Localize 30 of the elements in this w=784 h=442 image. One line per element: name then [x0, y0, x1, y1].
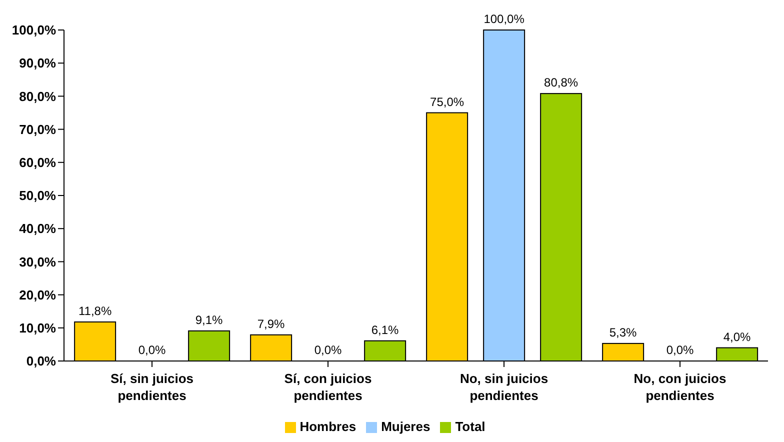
data-label: 80,8% [544, 76, 578, 90]
y-tick-label: 10,0% [19, 320, 56, 336]
data-label: 0,0% [314, 343, 342, 357]
data-label: 0,0% [138, 343, 166, 357]
y-tick-label: 30,0% [19, 254, 56, 270]
data-label: 4,0% [723, 330, 752, 344]
y-tick-label: 90,0% [19, 56, 56, 71]
legend-label: Hombres [300, 419, 356, 434]
y-tick-label: 40,0% [19, 221, 56, 236]
data-label: 7,9% [257, 316, 286, 331]
data-label: 75,0% [430, 94, 464, 109]
legend-label: Mujeres [381, 419, 430, 434]
data-label: 11,8% [78, 304, 112, 318]
legend-label: Total [455, 419, 486, 434]
data-label: 6,1% [371, 322, 400, 337]
data-label: 100,0% [484, 12, 525, 26]
y-tick-label: 70,0% [19, 122, 56, 137]
y-tick-label: 60,0% [19, 155, 56, 170]
x-tick-label: No, con juicios pendientes [634, 371, 726, 403]
y-tick-label: 80,0% [19, 88, 56, 104]
x-tick-label: No, sin juicios pendientes [460, 371, 548, 403]
y-tick-label: 100,0% [12, 22, 56, 38]
x-tick-label: Sí, sin juicios pendientes [110, 371, 194, 403]
data-label: 5,3% [609, 325, 638, 340]
y-tick-label: 0,0% [26, 354, 56, 369]
data-label: 9,1% [195, 312, 224, 327]
data-label: 0,0% [666, 343, 694, 357]
x-tick-label: Sí, con juicios pendientes [284, 371, 372, 403]
y-tick-label: 20,0% [19, 287, 56, 302]
y-tick-label: 50,0% [19, 188, 56, 204]
